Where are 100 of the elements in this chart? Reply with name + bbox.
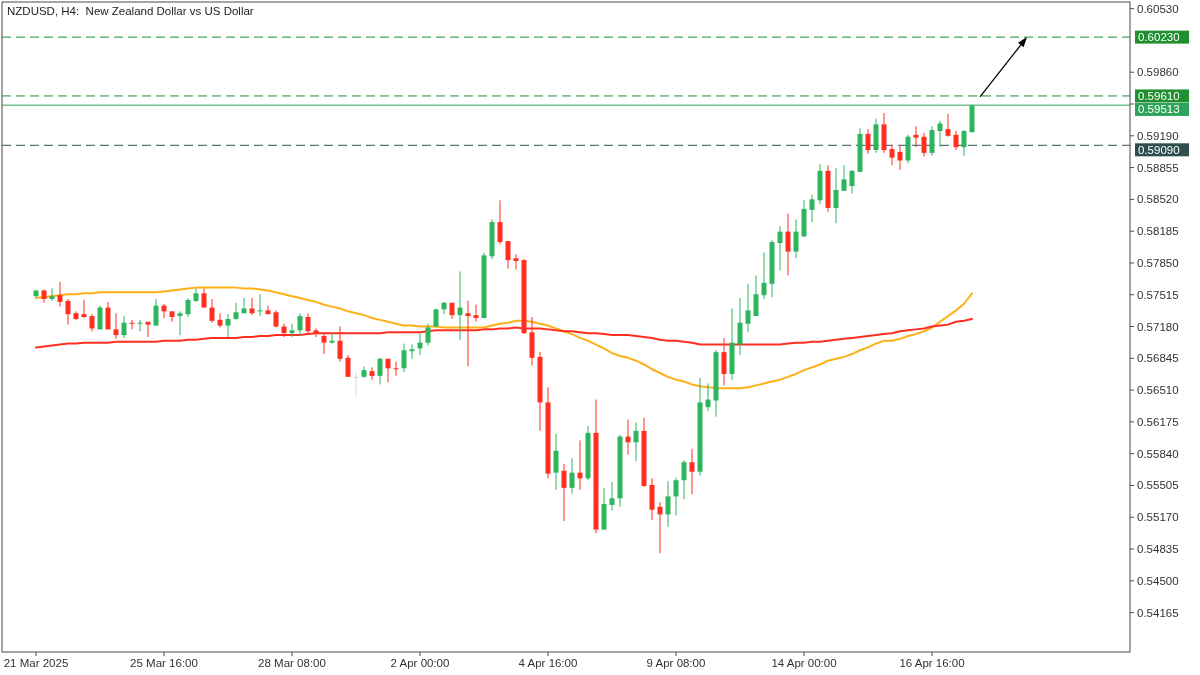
candlestick [361, 365, 367, 379]
candlestick [289, 323, 295, 338]
candlestick [57, 281, 63, 308]
candlestick [833, 167, 839, 224]
candlestick [777, 225, 783, 272]
y-tick-label: 0.59190 [1137, 129, 1179, 142]
candlestick [849, 169, 855, 195]
y-tick-label: 0.57180 [1137, 320, 1179, 333]
candlestick [921, 132, 927, 158]
y-tick-label: 0.58855 [1137, 161, 1179, 174]
candlestick [201, 288, 207, 309]
y-tick-label: 0.57850 [1137, 256, 1179, 269]
candlestick [281, 323, 287, 338]
candlestick [665, 480, 671, 528]
candlestick [841, 164, 847, 192]
candlestick [609, 481, 615, 512]
candlestick [241, 297, 247, 314]
candlestick [209, 298, 215, 324]
candlestick [401, 343, 407, 373]
candlestick [689, 448, 695, 495]
candlestick [169, 310, 175, 323]
chart-title: NZDUSD, H4: New Zealand Dollar vs US Dollar [7, 5, 254, 17]
y-tick-label: 0.57515 [1137, 288, 1179, 301]
candlestick [937, 120, 943, 148]
candlestick [705, 382, 711, 412]
x-tick-label: 2 Apr 00:00 [390, 657, 450, 669]
candlestick [249, 297, 255, 316]
candlestick [441, 301, 447, 315]
candlestick [905, 134, 911, 164]
candlestick [505, 240, 511, 270]
candlestick [745, 283, 751, 333]
candlestick [457, 270, 463, 341]
candlestick [129, 319, 135, 330]
ref-line-label: 0.59610 [1138, 89, 1180, 102]
candlestick [121, 315, 127, 339]
candlestick [105, 301, 111, 330]
candlestick [809, 194, 815, 223]
candlestick [633, 421, 639, 462]
y-tick-label: 0.54500 [1137, 574, 1179, 587]
candlestick [553, 433, 559, 491]
candlestick [753, 274, 759, 317]
candlestick [353, 371, 359, 398]
y-tick-label: 0.56845 [1137, 352, 1179, 365]
x-tick-label: 9 Apr 08:00 [646, 657, 706, 669]
candlestick [225, 313, 231, 338]
x-tick-label: 25 Mar 16:00 [130, 657, 198, 669]
y-tick-label: 0.56510 [1137, 384, 1179, 397]
candlestick [913, 125, 919, 148]
y-tick-label: 0.58185 [1137, 225, 1179, 238]
candlestick [345, 354, 351, 378]
candlestick [737, 297, 743, 356]
y-tick-label: 0.55840 [1137, 447, 1179, 460]
y-tick-label: 0.56175 [1137, 415, 1179, 428]
candlestick [297, 312, 303, 337]
candlestick [561, 463, 567, 522]
candlestick [929, 125, 935, 157]
candlestick [113, 312, 119, 340]
candlestick [657, 501, 663, 554]
x-tick-label: 21 Mar 2025 [3, 657, 69, 669]
candlestick [377, 357, 383, 385]
candlestick [65, 298, 71, 326]
x-tick-label: 14 Apr 00:00 [771, 657, 837, 669]
candlestick [185, 297, 191, 318]
candlestick [177, 310, 183, 336]
candlestick [137, 319, 143, 332]
candlestick [793, 218, 799, 259]
candlestick [329, 332, 335, 345]
candlestick [761, 252, 767, 300]
candlestick [673, 476, 679, 516]
candlestick [257, 293, 263, 317]
line-series [35, 286, 973, 390]
candlestick [945, 113, 951, 138]
x-tick-label: 28 Mar 08:00 [258, 657, 326, 669]
candlestick [81, 299, 87, 319]
candlestick [513, 253, 519, 271]
candlestick [369, 366, 375, 381]
ref-line-label: 0.60230 [1138, 31, 1180, 44]
candlestick [961, 129, 967, 157]
candlestick [145, 321, 151, 338]
candlestick [393, 361, 399, 377]
y-tick-label: 0.58520 [1137, 193, 1179, 206]
candlestick [785, 213, 791, 276]
candlestick [153, 298, 159, 327]
ref-line-label: 0.59513 [1138, 103, 1180, 116]
ref-line-label: 0.59090 [1138, 143, 1180, 156]
y-tick-label: 0.54165 [1137, 606, 1179, 619]
candlestick [233, 302, 239, 321]
candlestick [409, 344, 415, 360]
y-tick-label: 0.54835 [1137, 543, 1179, 556]
x-tick-label: 4 Apr 16:00 [518, 657, 578, 669]
candlestick [49, 288, 55, 302]
candlestick [889, 144, 895, 166]
candlestick [953, 130, 959, 151]
candlestick [473, 304, 479, 323]
candlestick [897, 145, 903, 171]
candlestick [425, 323, 431, 346]
y-tick-label: 0.59860 [1137, 66, 1179, 79]
candlestick [865, 128, 871, 155]
candlestick [681, 459, 687, 500]
candlestick [569, 457, 575, 495]
